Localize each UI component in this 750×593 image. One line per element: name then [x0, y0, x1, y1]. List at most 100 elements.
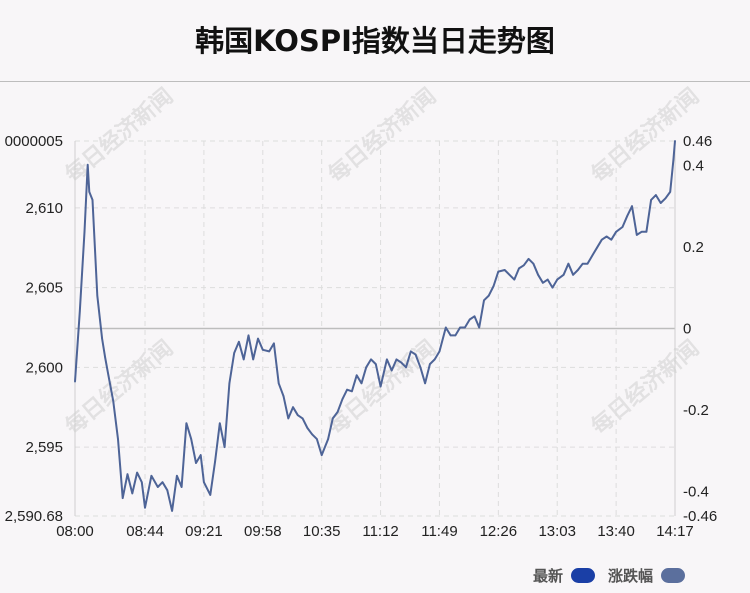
data-point	[292, 406, 294, 409]
data-point	[605, 235, 608, 238]
data-point	[508, 274, 511, 276]
data-point	[161, 481, 164, 484]
y-left-tick-label: 0000005	[5, 133, 63, 150]
x-tick-label: 09:21	[185, 523, 223, 540]
data-point	[523, 264, 525, 267]
data-point	[513, 278, 516, 281]
data-point	[311, 433, 313, 436]
y-right-tick-label: 0.46	[683, 133, 712, 150]
data-point	[144, 506, 146, 509]
legend-item-change[interactable]: 涨跌幅	[608, 565, 686, 586]
data-point	[117, 438, 119, 440]
data-point	[88, 191, 91, 193]
data-point	[473, 315, 476, 318]
x-tick-label: 08:44	[126, 523, 164, 540]
x-tick-label: 14:17	[656, 523, 694, 540]
data-point	[185, 422, 188, 425]
data-point	[581, 262, 584, 265]
data-point	[551, 286, 554, 289]
data-point	[503, 269, 506, 271]
y-right-tick-label: 0	[683, 321, 691, 338]
x-tick-label: 11:49	[421, 523, 457, 540]
data-point	[556, 278, 558, 281]
data-point	[316, 438, 318, 440]
x-tick-label: 11:12	[362, 523, 398, 540]
data-point	[655, 194, 657, 196]
data-point	[273, 342, 275, 345]
data-point	[488, 294, 490, 297]
data-point	[252, 358, 254, 361]
data-point	[562, 274, 565, 276]
data-point	[626, 215, 629, 217]
data-point	[640, 231, 643, 233]
data-point	[454, 334, 457, 337]
data-point	[360, 382, 363, 385]
data-point	[669, 191, 671, 193]
data-point	[190, 438, 192, 440]
data-point	[346, 388, 348, 391]
data-point	[180, 486, 183, 488]
data-point	[195, 462, 197, 464]
data-point	[247, 334, 250, 337]
data-point	[199, 454, 202, 456]
legend-swatch-change	[661, 568, 686, 583]
data-point	[306, 427, 309, 429]
chart-title: 韩国KOSPI指数当日走势图	[195, 24, 555, 58]
data-point	[433, 358, 436, 361]
data-point	[395, 358, 398, 361]
data-point	[107, 374, 110, 377]
y-left-tick-label: 2,600	[25, 359, 63, 376]
data-point	[268, 350, 271, 353]
data-point	[365, 366, 368, 369]
data-point	[572, 274, 574, 276]
data-point	[542, 282, 544, 284]
data-point	[601, 238, 603, 241]
legend-label-latest: 最新	[533, 567, 564, 585]
data-point	[497, 270, 500, 273]
x-tick-label: 13:03	[538, 523, 576, 540]
data-point	[414, 353, 417, 356]
data-point	[341, 398, 344, 401]
data-point	[141, 481, 143, 484]
x-tick-label: 10:35	[303, 523, 341, 540]
data-point	[370, 358, 372, 361]
data-point	[672, 159, 675, 161]
data-point	[537, 274, 539, 276]
data-point	[223, 446, 226, 448]
data-point	[287, 417, 290, 420]
data-point	[282, 395, 285, 397]
data-point	[242, 358, 245, 361]
x-tick-label: 13:40	[597, 523, 635, 540]
data-point	[379, 385, 382, 388]
data-point	[351, 390, 353, 393]
data-point	[91, 199, 94, 201]
data-point	[410, 350, 412, 353]
data-point	[424, 382, 426, 385]
tick-labels: 2,590.68 2,595 2,600 2,605 2,610 0000005 -0.46…	[5, 133, 718, 540]
series-line-latest	[74, 140, 676, 512]
data-point	[468, 318, 471, 321]
data-point	[615, 231, 617, 233]
data-point	[438, 350, 441, 353]
x-tick-label: 12:26	[480, 523, 518, 540]
data-point	[203, 481, 205, 484]
data-point	[492, 285, 495, 287]
data-point	[631, 205, 633, 207]
legend-item-latest[interactable]: 最新	[533, 565, 596, 586]
data-point	[320, 454, 323, 456]
data-point	[176, 475, 178, 477]
data-point	[483, 299, 485, 302]
data-point	[166, 489, 169, 492]
legend-label-change: 涨跌幅	[608, 567, 654, 585]
data-point	[86, 164, 89, 166]
data-point	[74, 380, 76, 383]
data-point	[532, 262, 535, 265]
data-point	[228, 382, 231, 385]
data-point	[650, 199, 652, 201]
data-point	[586, 262, 589, 265]
data-point	[96, 294, 99, 297]
data-point	[131, 492, 134, 495]
data-point	[419, 366, 422, 369]
data-point	[277, 382, 280, 385]
data-point	[429, 363, 431, 365]
